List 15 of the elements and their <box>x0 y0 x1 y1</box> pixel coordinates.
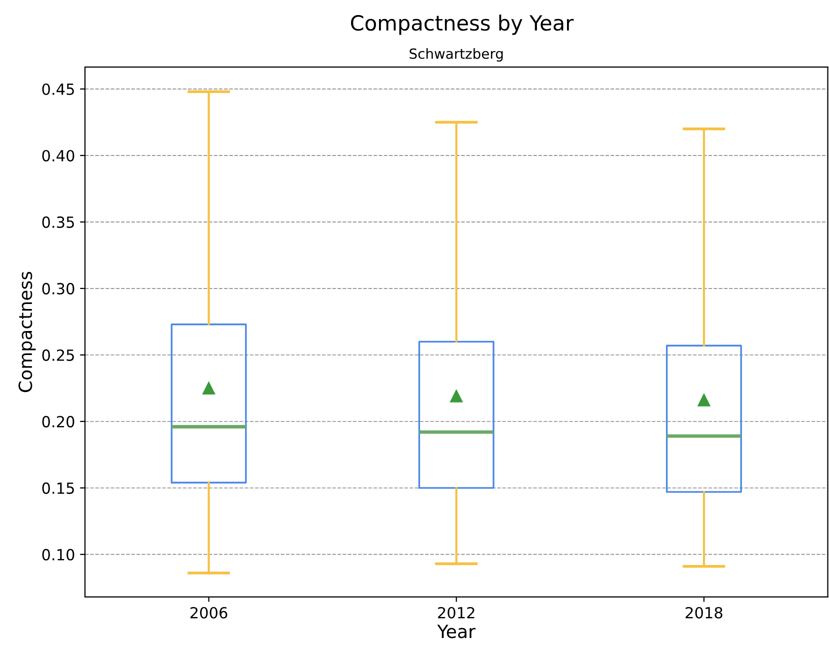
x-axis-title: Year <box>437 624 476 638</box>
y-tick-label: 0.35 <box>42 216 74 228</box>
y-tick-label: 0.30 <box>42 282 74 294</box>
y-tick-label: 0.45 <box>42 83 74 96</box>
y-tick-label: 0.15 <box>42 482 74 494</box>
x-tick-label: 2018 <box>686 606 722 619</box>
y-tick-label: 0.40 <box>42 150 74 162</box>
x-tick-label: 2006 <box>190 606 228 619</box>
y-tick-label: 0.25 <box>42 349 74 361</box>
y-tick-label: 0.20 <box>42 416 74 428</box>
y-tick-label: 0.10 <box>42 548 74 560</box>
chart-subtitle: Schwartzberg <box>410 48 503 62</box>
chart-title: Compactness by Year <box>351 14 574 35</box>
x-tick-label: 2012 <box>438 606 474 619</box>
y-axis-title: Compactness <box>18 272 36 392</box>
